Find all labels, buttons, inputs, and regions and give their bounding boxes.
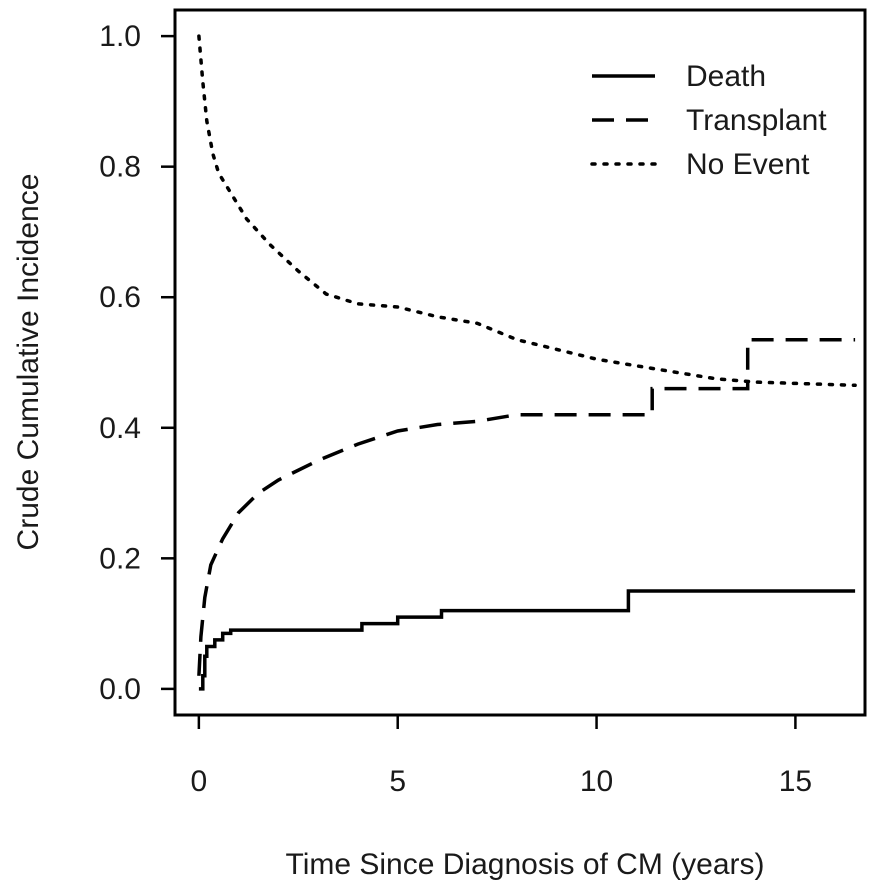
y-tick-label: 0.6 bbox=[99, 281, 141, 314]
legend: Death Transplant No Event bbox=[590, 60, 827, 181]
x-tick-label: 5 bbox=[389, 765, 406, 798]
y-tick-label: 0.0 bbox=[99, 673, 141, 706]
x-tick-label: 15 bbox=[779, 765, 812, 798]
y-tick-label: 0.2 bbox=[99, 542, 141, 575]
legend-label: Death bbox=[686, 60, 766, 93]
x-axis-ticks: 0 5 10 15 bbox=[191, 715, 812, 798]
y-tick-label: 0.4 bbox=[99, 412, 141, 445]
legend-label: Transplant bbox=[686, 104, 827, 137]
x-axis-label: Time Since Diagnosis of CM (years) bbox=[285, 848, 764, 881]
legend-label: No Event bbox=[686, 148, 810, 181]
series-layer bbox=[197, 34, 857, 691]
plot-frame bbox=[173, 8, 867, 717]
x-tick-label: 10 bbox=[580, 765, 613, 798]
series-line-death bbox=[198, 589, 856, 691]
x-tick-label: 0 bbox=[191, 765, 208, 798]
y-axis-label: Crude Cumulative Incidence bbox=[12, 174, 45, 551]
y-tick-label: 0.8 bbox=[99, 151, 141, 184]
y-tick-label: 1.0 bbox=[99, 20, 141, 53]
y-axis-ticks: 0.0 0.2 0.4 0.6 0.8 1.0 bbox=[99, 20, 175, 706]
series-line-transplant bbox=[197, 337, 856, 676]
